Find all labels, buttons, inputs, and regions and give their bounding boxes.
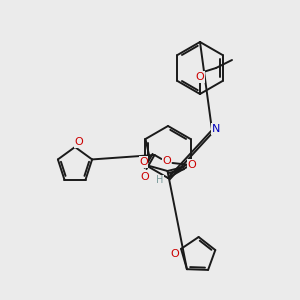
Text: O: O bbox=[162, 156, 171, 166]
Text: O: O bbox=[187, 160, 196, 170]
Text: N: N bbox=[212, 124, 220, 134]
Text: O: O bbox=[171, 249, 179, 259]
Text: O: O bbox=[196, 72, 204, 82]
Text: O: O bbox=[75, 137, 83, 147]
Text: O: O bbox=[139, 157, 148, 167]
Text: H: H bbox=[156, 175, 164, 185]
Text: O: O bbox=[140, 172, 149, 182]
